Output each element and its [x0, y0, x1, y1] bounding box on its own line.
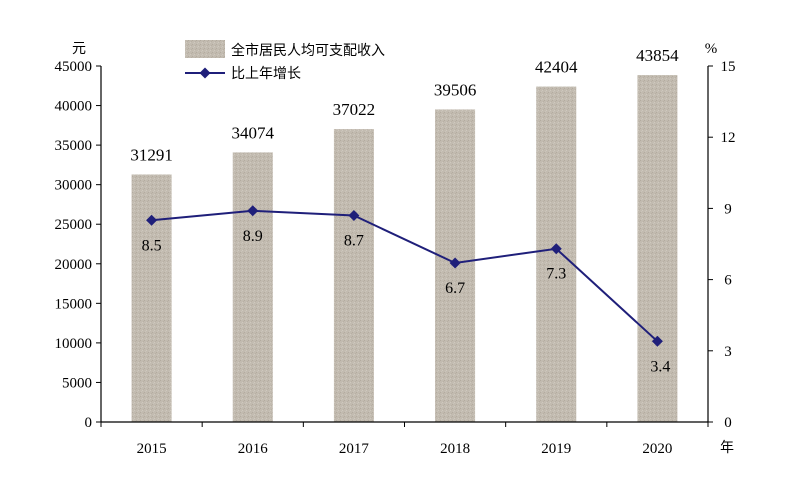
bar-2015 — [131, 174, 172, 422]
right-tick-label: 6 — [724, 273, 732, 289]
growth-marker-2018 — [449, 257, 461, 269]
growth-marker-2017 — [348, 210, 360, 222]
right-tick-label: 15 — [721, 59, 736, 75]
right-tick-label: 9 — [724, 201, 732, 217]
bar-2019 — [536, 86, 577, 423]
left-tick-label: 30000 — [55, 178, 93, 194]
left-tick-label: 15000 — [55, 296, 93, 312]
growth-value-label-2017: 8.7 — [344, 233, 364, 250]
bar-value-label-2017: 37022 — [333, 100, 376, 119]
growth-value-label-2019: 7.3 — [546, 266, 566, 283]
growth-value-label-2018: 6.7 — [445, 280, 465, 297]
growth-marker-2020 — [651, 335, 663, 347]
growth-line — [151, 209, 659, 343]
bars-layer — [131, 75, 678, 423]
left-tick-label: 25000 — [55, 217, 93, 233]
x-tick-label-2018: 2018 — [440, 441, 470, 457]
labels-layer: 31291 34074 37022 39506 42404 43854 8.5 8.9 8.7 6… — [130, 46, 679, 375]
bar-value-label-2020: 43854 — [636, 46, 679, 65]
left-tick-label: 10000 — [55, 336, 93, 352]
bar-value-label-2018: 39506 — [434, 80, 477, 99]
bar-value-label-2015: 31291 — [130, 145, 173, 164]
x-tick-label-2016: 2016 — [238, 441, 269, 457]
bar-value-label-2016: 34074 — [232, 123, 275, 142]
left-axis-unit: 元 — [72, 41, 86, 57]
growth-value-label-2015: 8.5 — [142, 237, 162, 254]
axes-layer: 0 5000 10000 15000 20000 25000 30000 35000 40000… — [55, 41, 736, 457]
growth-value-label-2016: 8.9 — [243, 228, 263, 245]
growth-marker-2019 — [550, 243, 562, 255]
legend-line-label: 比上年增长 — [231, 66, 301, 82]
bar-2016 — [232, 152, 273, 422]
bar-value-label-2019: 42404 — [535, 58, 578, 77]
x-tick-label-2017: 2017 — [339, 441, 370, 457]
x-axis-unit: 年 — [720, 440, 734, 456]
legend-line-marker — [199, 67, 211, 79]
x-tick-label-2015: 2015 — [137, 441, 167, 457]
right-tick-label: 0 — [724, 415, 732, 431]
left-tick-label: 20000 — [55, 257, 93, 273]
growth-marker-2016 — [247, 205, 259, 217]
legend-bar-label: 全市居民人均可支配收入 — [231, 42, 385, 59]
right-tick-label: 3 — [724, 344, 732, 360]
left-tick-label: 40000 — [55, 99, 93, 115]
growth-marker-2015 — [146, 214, 158, 226]
right-axis-unit: % — [705, 41, 718, 57]
right-tick-label: 12 — [721, 130, 736, 146]
bar-2020 — [637, 75, 678, 422]
x-tick-label-2020: 2020 — [642, 441, 672, 457]
left-tick-label: 5000 — [62, 375, 92, 391]
left-tick-label: 45000 — [55, 59, 93, 75]
left-tick-label: 35000 — [55, 138, 93, 154]
x-tick-label-2019: 2019 — [541, 441, 571, 457]
bar-2017 — [333, 129, 374, 422]
left-tick-label: 0 — [85, 415, 93, 431]
growth-value-label-2020: 3.4 — [650, 358, 670, 375]
line-layer — [146, 205, 663, 347]
legend-bar-swatch — [185, 40, 225, 58]
